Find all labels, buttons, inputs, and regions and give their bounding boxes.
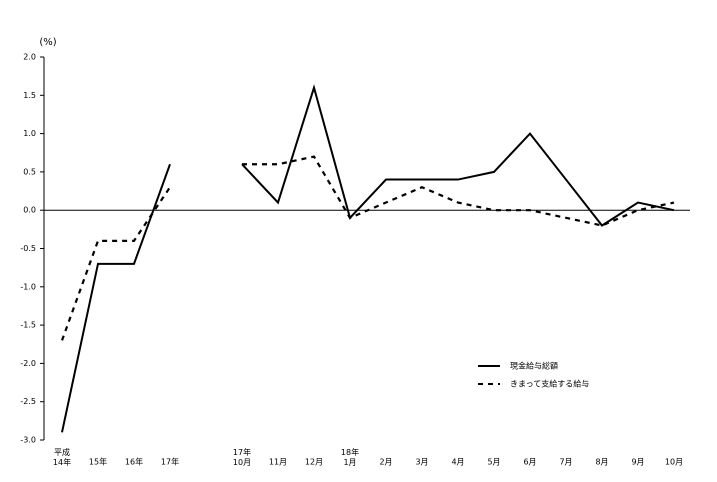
x-tick-label: 平成 14年 bbox=[53, 447, 71, 467]
y-tick-label: -2.0 bbox=[20, 359, 36, 368]
x-tick-label: 5月 bbox=[487, 458, 500, 467]
x-tick-label: 4月 bbox=[451, 458, 464, 467]
x-tick-label: 8月 bbox=[595, 458, 608, 467]
y-tick-label: -1.0 bbox=[20, 282, 36, 291]
y-unit: (%) bbox=[39, 37, 56, 48]
x-tick-label: 11月 bbox=[269, 458, 287, 467]
y-tick-label: -3.0 bbox=[20, 436, 36, 445]
y-tick-label: 1.0 bbox=[23, 129, 36, 138]
x-tick-label: 18年 1月 bbox=[341, 447, 359, 467]
x-tick-label: 17年 bbox=[161, 457, 179, 467]
x-tick-label: 9月 bbox=[631, 458, 644, 467]
y-tick-label: -2.5 bbox=[20, 397, 36, 406]
x-tick-label: 7月 bbox=[559, 458, 572, 467]
x-tick-label: 3月 bbox=[415, 458, 428, 467]
x-tick-label: 17年 10月 bbox=[233, 447, 251, 467]
y-tick-label: 2.0 bbox=[23, 53, 36, 62]
y-tick-label: 0.0 bbox=[23, 206, 36, 215]
x-tick-label: 12月 bbox=[305, 458, 323, 467]
y-tick-label: 0.5 bbox=[23, 167, 36, 176]
y-tick-label: -0.5 bbox=[20, 244, 36, 253]
y-tick-label: 1.5 bbox=[23, 91, 36, 100]
legend-label: きまって支給する給与 bbox=[510, 379, 589, 389]
x-tick-label: 2月 bbox=[379, 458, 392, 467]
x-tick-label: 10月 bbox=[665, 458, 683, 467]
series-line bbox=[60, 155, 675, 341]
x-tick-label: 6月 bbox=[523, 458, 536, 467]
x-tick-label: 16年 bbox=[125, 457, 143, 467]
x-tick-label: 15年 bbox=[89, 457, 107, 467]
legend-label: 現金給与総額 bbox=[510, 361, 558, 371]
y-tick-label: -1.5 bbox=[20, 321, 36, 330]
